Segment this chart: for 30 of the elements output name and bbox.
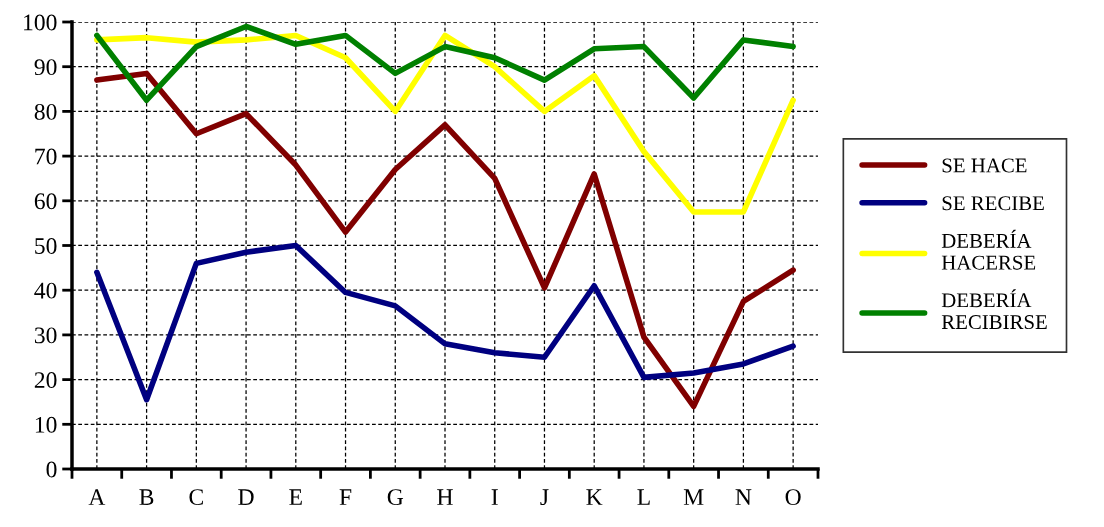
y-tick-label: 50 xyxy=(35,237,57,254)
x-tick-label: F xyxy=(339,489,352,505)
y-tick-label: 90 xyxy=(34,59,57,76)
y-tick-label: 0 xyxy=(46,461,57,478)
x-tick-label: O xyxy=(785,489,801,506)
x-tick-label: C xyxy=(189,489,203,506)
x-tick-label: D xyxy=(238,489,254,505)
x-tick-label: B xyxy=(139,489,154,505)
y-tick-label: 100 xyxy=(24,14,57,31)
legend-label: DEBERÍA RECIBIRSE xyxy=(941,289,1047,330)
legend-label: SE HACE xyxy=(942,158,1027,173)
y-tick-label: 30 xyxy=(34,327,57,344)
x-tick-label: G xyxy=(387,489,404,506)
x-tick-label: J xyxy=(540,489,549,506)
x-tick-label: L xyxy=(637,489,650,505)
x-tick-label: I xyxy=(491,489,498,505)
y-tick-label: 20 xyxy=(34,372,57,389)
x-tick-label: E xyxy=(289,489,302,505)
y-tick-label: 60 xyxy=(34,193,57,210)
x-tick-label: M xyxy=(683,489,704,505)
y-tick-label: 10 xyxy=(35,416,57,433)
x-tick-label: K xyxy=(586,489,603,505)
legend-label: SE RECIBE xyxy=(942,196,1044,211)
x-tick-label: H xyxy=(437,489,453,505)
legend-label: DEBERÍA HACERSE xyxy=(941,229,1036,270)
x-tick-label: A xyxy=(88,489,106,505)
y-tick-label: 80 xyxy=(34,103,57,120)
y-tick-label: 40 xyxy=(34,282,57,299)
y-tick-label: 70 xyxy=(35,148,57,165)
x-tick-label: N xyxy=(735,489,752,505)
